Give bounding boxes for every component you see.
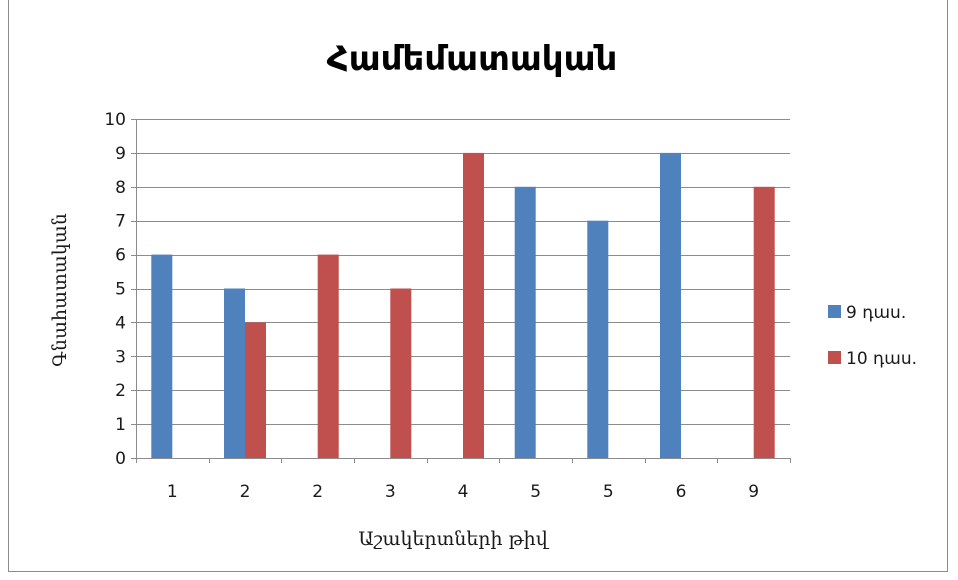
bar-series-1-cat-1 bbox=[151, 254, 173, 458]
bar-series-2-cat-9 bbox=[753, 186, 775, 459]
legend: 9 դաս. 10 դաս. bbox=[828, 303, 917, 369]
x-tick-labels: 1 2 2 3 4 5 5 6 9 bbox=[167, 482, 759, 502]
x-tick-label-1: 1 bbox=[167, 482, 178, 502]
y-tick-label-8: 8 bbox=[115, 178, 126, 198]
y-tick-label-10: 10 bbox=[104, 110, 126, 130]
y-tick-label-5: 5 bbox=[115, 280, 126, 300]
x-tick-label-5: 4 bbox=[458, 482, 469, 502]
chart-title: Համեմատական bbox=[327, 39, 618, 79]
legend-label-1: 9 դաս. bbox=[846, 303, 906, 323]
y-tick-label-0: 0 bbox=[115, 449, 126, 469]
x-tick-label-4: 3 bbox=[385, 482, 396, 502]
y-axis-title: Գնահատական bbox=[49, 213, 71, 367]
x-axis-title: Աշակերտների թիվ bbox=[358, 528, 549, 550]
y-tick-labels: 0 1 2 3 4 5 6 7 8 9 10 bbox=[104, 110, 126, 469]
y-tick-label-7: 7 bbox=[115, 212, 126, 232]
legend-swatch-1 bbox=[828, 305, 841, 318]
bar-series-2-cat-2 bbox=[245, 322, 266, 458]
x-tick-label-2: 2 bbox=[240, 482, 251, 502]
y-tick-label-9: 9 bbox=[115, 144, 126, 164]
bar-series-2-cat-3 bbox=[317, 254, 339, 458]
x-tick-label-8: 6 bbox=[676, 482, 687, 502]
axes bbox=[131, 119, 791, 463]
bar-series-1-cat-7 bbox=[587, 220, 609, 458]
y-tick-label-4: 4 bbox=[115, 313, 126, 333]
bar-series-1-cat-8 bbox=[660, 152, 681, 458]
y-tick-label-3: 3 bbox=[115, 347, 126, 367]
legend-swatch-2 bbox=[828, 351, 841, 364]
y-tick-label-6: 6 bbox=[115, 246, 126, 266]
bar-series-2-cat-5 bbox=[463, 152, 484, 458]
y-tick-label-2: 2 bbox=[115, 381, 126, 401]
x-tick-label-3: 2 bbox=[312, 482, 323, 502]
bars bbox=[151, 152, 775, 459]
x-tick-label-7: 5 bbox=[603, 482, 614, 502]
x-tick-label-9: 9 bbox=[748, 482, 759, 502]
bar-series-2-cat-4 bbox=[390, 288, 412, 458]
legend-label-2: 10 դաս. bbox=[846, 349, 917, 369]
y-tick-label-1: 1 bbox=[115, 415, 126, 435]
bar-series-1-cat-2 bbox=[224, 288, 245, 458]
x-tick-label-6: 5 bbox=[530, 482, 541, 502]
bar-series-1-cat-6 bbox=[514, 186, 536, 459]
